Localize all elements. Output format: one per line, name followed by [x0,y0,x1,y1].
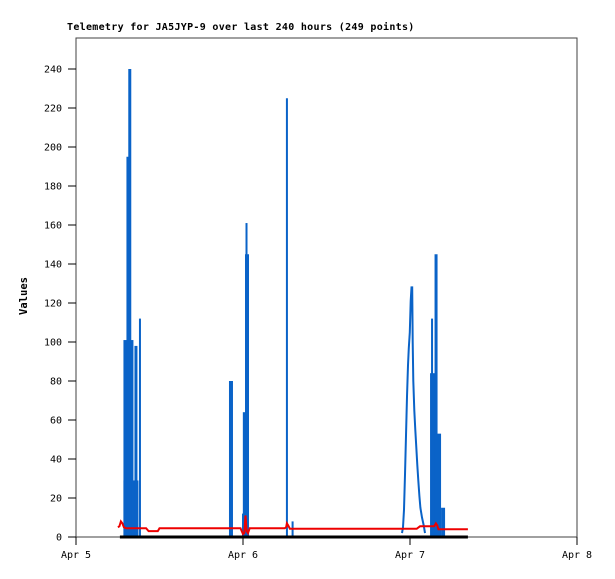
blue-impulse-bars [128,69,132,537]
plot-border [75,37,578,538]
blue-impulse-bars [285,98,288,537]
y-tick-label: 100 [44,338,62,349]
blue-impulse-bars [138,318,141,537]
y-tick-label: 160 [44,221,62,232]
y-tick-label: 0 [56,533,62,544]
y-tick-label: 180 [44,182,62,193]
chart-title: Telemetry for JA5JYP-9 over last 240 hou… [67,22,415,33]
y-tick-label: 140 [44,260,62,271]
y-tick-label: 40 [50,455,62,466]
y-tick-label: 20 [50,494,62,505]
x-tick-label: Apr 5 [61,550,91,561]
blue-impulse-bars [441,507,446,537]
x-tick-label: Apr 8 [562,550,592,561]
blue-impulse-bars [245,223,248,538]
blue-impulse-bars [430,373,437,537]
y-tick-label: 200 [44,143,62,154]
y-tick-label: 220 [44,104,62,115]
blue-impulse-bars [434,254,438,537]
x-tick-label: Apr 6 [228,550,258,561]
y-tick-label: 60 [50,416,62,427]
y-tick-label: 120 [44,299,62,310]
y-tick-label: 240 [44,65,62,76]
blue-impulse-bars [134,345,138,537]
blue-impulse-bars [436,433,442,537]
blue-impulse-bars [431,318,434,537]
blue-impulse-bars [242,513,244,537]
blue-impulse-bars [228,381,233,537]
y-tick-label: 80 [50,377,62,388]
x-tick-label: Apr 7 [395,550,425,561]
blue-peak-line [401,286,426,534]
red-channel-line [117,515,468,536]
